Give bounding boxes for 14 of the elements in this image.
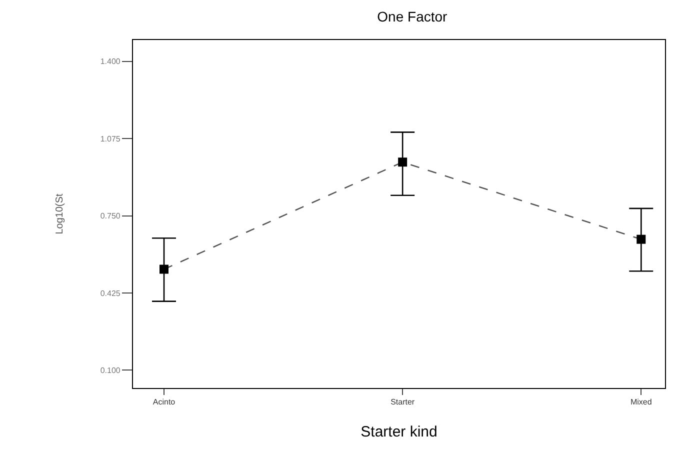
y-tick-label: 1.400 xyxy=(100,57,121,66)
chart-title: One Factor xyxy=(377,8,448,24)
x-tick-label: Starter xyxy=(390,398,415,407)
x-tick-label: Mixed xyxy=(630,398,652,407)
y-tick-label: 1.075 xyxy=(100,134,121,144)
x-axis-title: Starter kind xyxy=(360,424,438,441)
point xyxy=(636,234,646,244)
point xyxy=(160,264,169,274)
x-tick-label: Acinto xyxy=(152,398,176,407)
y-axis-title: Log10(St xyxy=(54,193,66,234)
y-tick-label: 0.425 xyxy=(100,288,121,298)
point xyxy=(398,158,408,167)
y-tick-label: 0.750 xyxy=(100,212,121,221)
y-tick-label: 0.100 xyxy=(100,366,121,375)
